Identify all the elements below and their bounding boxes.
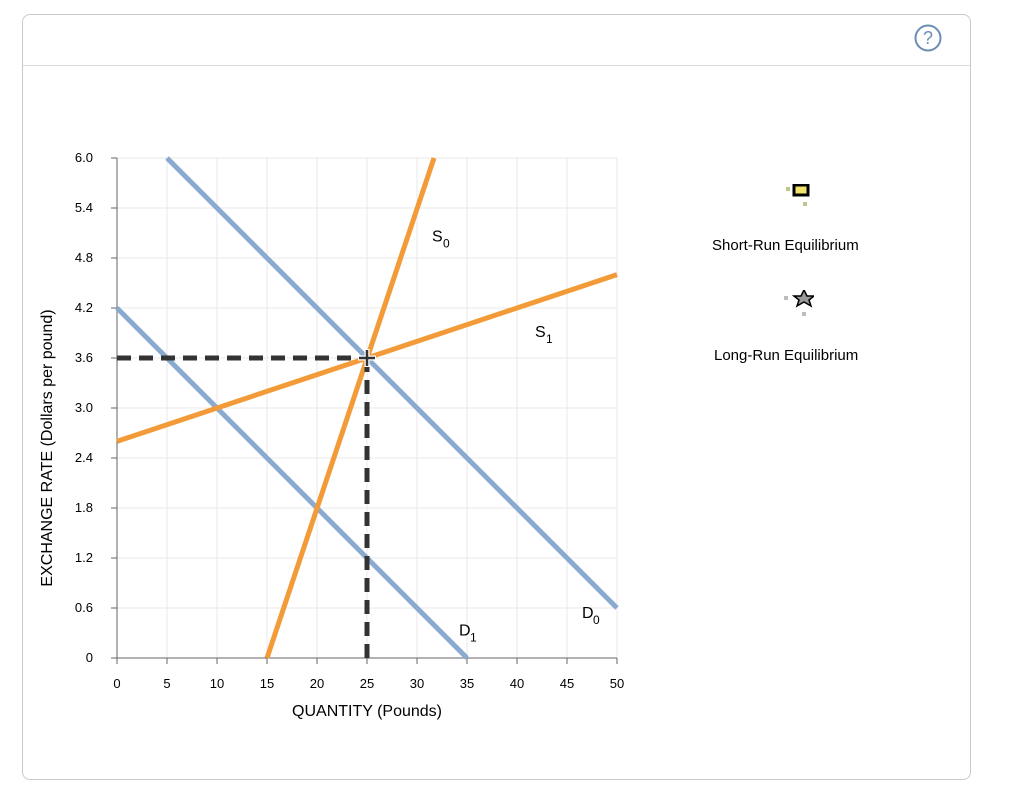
question-panel: [22, 14, 971, 780]
chart-axes: 0 5 10 15 20 25 30 35 40 45 5000.61.21.82.43.03.64…: [75, 150, 624, 691]
long-run-equilibrium-icon: [784, 288, 817, 316]
curve-d1: [115, 306, 469, 660]
y-axis-title: EXCHANGE RATE (Dollars per pound): [39, 309, 56, 586]
x-tick-label: 25: [360, 676, 374, 691]
x-tick-label: 40: [510, 676, 524, 691]
x-tick-label: 45: [560, 676, 574, 691]
y-tick-label: 6.0: [75, 150, 93, 165]
curve-label-sub-d1: 1: [470, 631, 477, 645]
y-tick-label: 1.8: [75, 500, 93, 515]
y-tick-label: 2.4: [75, 450, 93, 465]
panel-header-divider: [23, 65, 970, 66]
y-tick-label: 0.6: [75, 600, 93, 615]
y-tick-label: 4.2: [75, 300, 93, 315]
curve-label-sub-s1: 1: [546, 332, 553, 346]
x-tick-label: 35: [460, 676, 474, 691]
x-tick-label: 50: [610, 676, 624, 691]
curve-s0: [264, 157, 437, 659]
y-tick-label: 3.0: [75, 400, 93, 415]
y-tick-label: 0: [86, 650, 93, 665]
equilibrium-dashed-lines: [117, 355, 370, 658]
curve-label-s0: S: [432, 228, 443, 245]
legend-short-run-tool[interactable]: [786, 183, 816, 214]
legend-long-run-label: Long-Run Equilibrium: [714, 347, 859, 364]
help-icon-glyph: ?: [923, 28, 933, 48]
equilibrium-marker[interactable]: [358, 349, 376, 367]
legend-short-run-label: Short-Run Equilibrium: [712, 237, 859, 254]
x-tick-label: 10: [210, 676, 224, 691]
y-tick-label: 4.8: [75, 250, 93, 265]
series-labels: D 0D 1S 0S 1: [432, 228, 600, 644]
help-icon[interactable]: ?: [914, 24, 942, 52]
y-tick-label: 5.4: [75, 200, 93, 215]
equilibrium-plus-marker[interactable]: [358, 349, 376, 367]
x-tick-label: 30: [410, 676, 424, 691]
curve-label-sub-d0: 0: [593, 613, 600, 627]
legend-long-run-tool[interactable]: [784, 288, 817, 320]
x-tick-label: 5: [163, 676, 170, 691]
curve-d0: [165, 156, 619, 610]
x-axis-title: QUANTITY (Pounds): [292, 703, 442, 720]
curve-label-sub-s0: 0: [443, 236, 450, 250]
y-tick-label: 3.6: [75, 350, 93, 365]
y-tick-label: 1.2: [75, 550, 93, 565]
curve-label-s1: S: [535, 324, 546, 341]
x-tick-label: 15: [260, 676, 274, 691]
curve-label-d1: D: [459, 623, 471, 640]
curve-label-d0: D: [582, 605, 594, 622]
short-run-equilibrium-icon: [786, 183, 810, 206]
x-tick-label: 20: [310, 676, 324, 691]
x-tick-label: 0: [113, 676, 120, 691]
